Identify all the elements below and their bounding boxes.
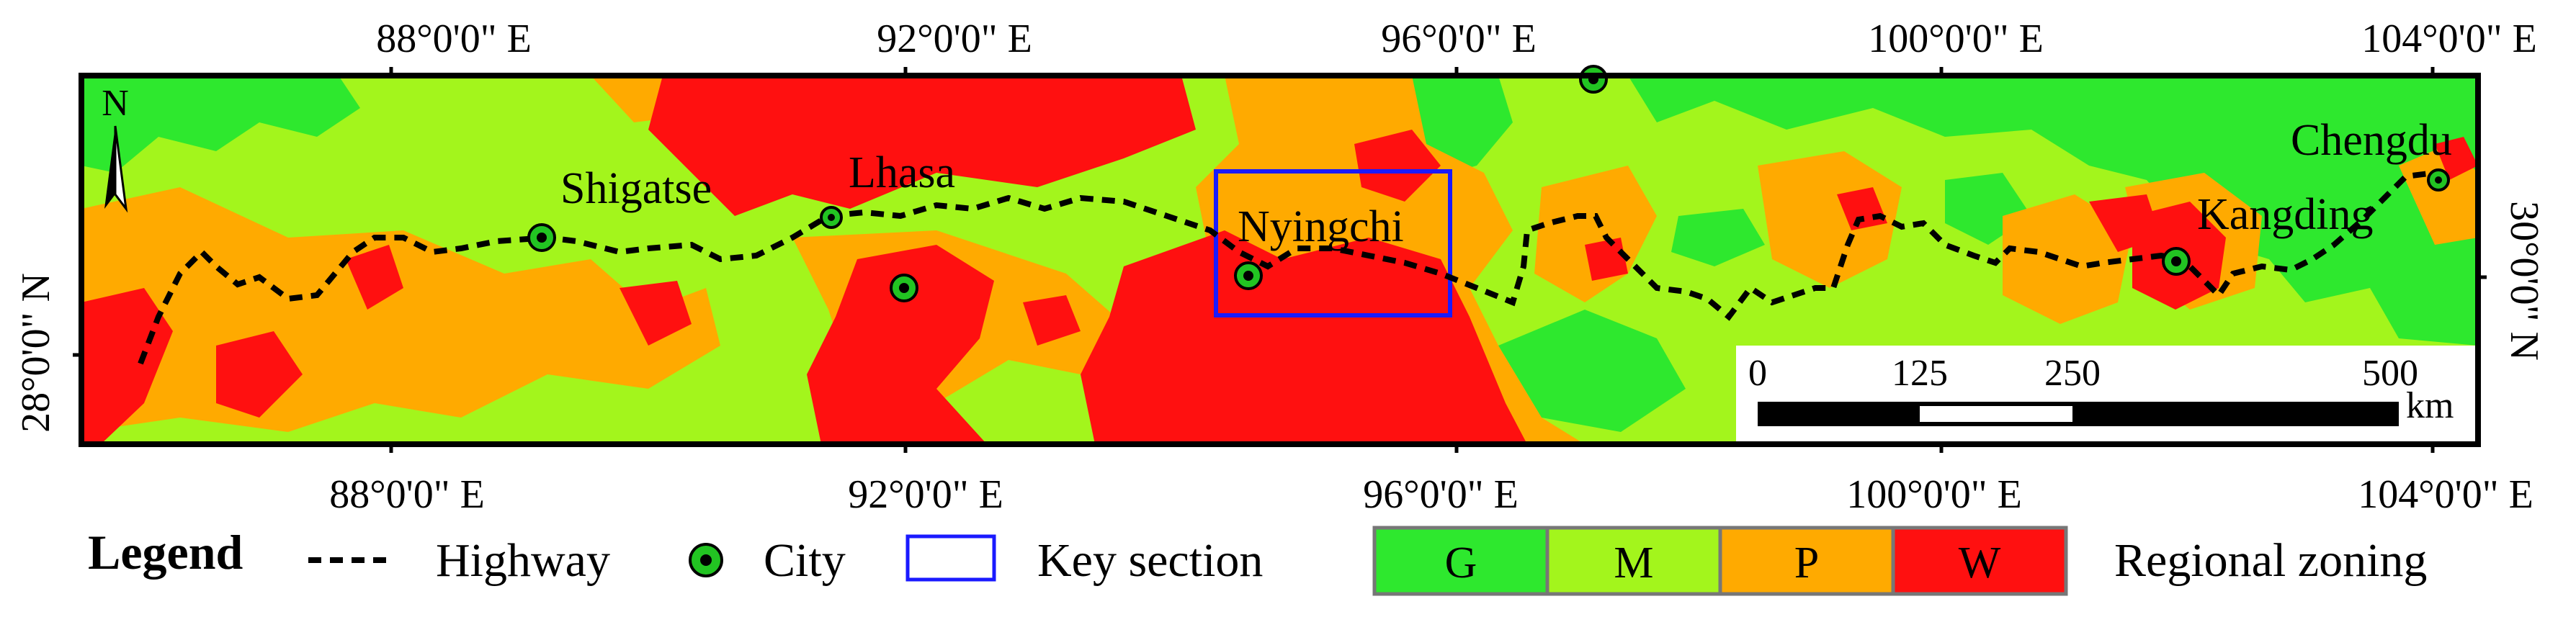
zone-label-w: W xyxy=(1959,539,2001,587)
top-axis-labels: 88°0'0" E 92°0'0" E 96°0'0" E 100°0'0" E… xyxy=(376,17,2537,61)
key-section-box xyxy=(1214,169,1452,317)
zone-label-g: G xyxy=(1445,539,1477,587)
north-arrow-icon: N xyxy=(102,83,129,213)
legend-city-label: City xyxy=(764,534,846,587)
legend-regional-zoning-label: Regional zoning xyxy=(2114,534,2427,587)
city-markers xyxy=(527,65,2450,302)
legend-key-section-label: Key section xyxy=(1037,534,1263,587)
graticule-ticks xyxy=(73,67,2487,453)
scale-bar: 0 125 250 500 km xyxy=(1736,346,2482,446)
top-label-104: 104°0'0" E xyxy=(2361,17,2537,61)
city-label-shigatse: Shigatse xyxy=(560,164,712,213)
city-marker-south xyxy=(890,274,918,302)
scale-tick-250: 250 xyxy=(2044,353,2101,394)
right-axis-label: 30°0'0" N xyxy=(2502,201,2546,361)
north-arrow-label: N xyxy=(102,83,129,124)
bottom-label-96: 96°0'0" E xyxy=(1363,472,1519,517)
city-marker-kangding xyxy=(2162,247,2191,276)
scale-tick-500: 500 xyxy=(2362,353,2418,394)
city-label-chengdu: Chengdu xyxy=(2291,116,2452,165)
top-label-92: 92°0'0" E xyxy=(877,17,1032,61)
city-label-lhasa: Lhasa xyxy=(849,148,955,197)
zone-swatch-p xyxy=(1718,526,1895,596)
zone-label-p: P xyxy=(1794,539,1819,587)
legend-city-icon xyxy=(689,543,723,577)
city-marker-shigatse xyxy=(527,223,556,252)
legend-zone-boxes: G M P W xyxy=(1372,526,2068,596)
scale-tick-125: 125 xyxy=(1892,353,1948,394)
city-marker-north xyxy=(1579,65,1608,94)
zoning-raster xyxy=(81,76,2478,444)
zone-label-m: M xyxy=(1614,539,1653,587)
bottom-label-88: 88°0'0" E xyxy=(329,472,485,517)
map-frame xyxy=(79,73,2481,447)
bottom-axis-labels: 88°0'0" E 92°0'0" E 96°0'0" E 100°0'0" E… xyxy=(329,472,2533,517)
top-label-100: 100°0'0" E xyxy=(1868,17,2044,61)
scale-unit: km xyxy=(2406,385,2454,426)
city-marker-chengdu xyxy=(2427,168,2450,192)
zone-swatch-m xyxy=(1545,526,1722,596)
legend-title: Legend xyxy=(88,525,243,580)
city-marker-lhasa xyxy=(820,206,843,229)
top-label-96: 96°0'0" E xyxy=(1381,17,1537,61)
bottom-label-92: 92°0'0" E xyxy=(848,472,1003,517)
legend-key-section-swatch xyxy=(905,534,996,582)
city-label-nyingchi: Nyingchi xyxy=(1238,202,1404,251)
legend-highway-label: Highway xyxy=(436,534,610,587)
bottom-label-100: 100°0'0" E xyxy=(1846,472,2022,517)
highway-line xyxy=(138,170,2436,365)
top-label-88: 88°0'0" E xyxy=(376,17,532,61)
city-label-kangding: Kangding xyxy=(2197,190,2374,239)
city-marker-nyingchi xyxy=(1234,261,1263,290)
bottom-label-104: 104°0'0" E xyxy=(2358,472,2533,517)
legend: Legend Highway City Key section G M P W … xyxy=(88,525,2427,596)
zone-swatch-w xyxy=(1891,526,2068,596)
scale-tick-0: 0 xyxy=(1748,353,1767,394)
left-axis-label: 28°0'0" N xyxy=(14,273,58,433)
